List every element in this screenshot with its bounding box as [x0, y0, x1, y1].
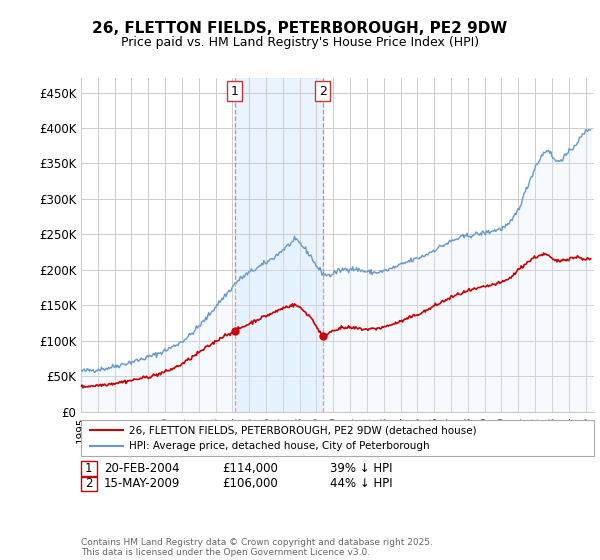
Text: 26, FLETTON FIELDS, PETERBOROUGH, PE2 9DW: 26, FLETTON FIELDS, PETERBOROUGH, PE2 9D…: [92, 21, 508, 36]
Text: 15-MAY-2009: 15-MAY-2009: [104, 477, 180, 491]
Text: HPI: Average price, detached house, City of Peterborough: HPI: Average price, detached house, City…: [129, 441, 430, 451]
Text: 2: 2: [85, 477, 92, 491]
Text: £114,000: £114,000: [222, 462, 278, 475]
Text: Contains HM Land Registry data © Crown copyright and database right 2025.
This d: Contains HM Land Registry data © Crown c…: [81, 538, 433, 557]
Text: 2: 2: [319, 85, 326, 97]
Text: Price paid vs. HM Land Registry's House Price Index (HPI): Price paid vs. HM Land Registry's House …: [121, 36, 479, 49]
Bar: [235, 78, 323, 412]
Text: 1: 1: [85, 462, 92, 475]
Text: £106,000: £106,000: [222, 477, 278, 491]
Text: 26, FLETTON FIELDS, PETERBOROUGH, PE2 9DW (detached house): 26, FLETTON FIELDS, PETERBOROUGH, PE2 9D…: [129, 425, 476, 435]
Text: 44% ↓ HPI: 44% ↓ HPI: [330, 477, 392, 491]
Text: 20-FEB-2004: 20-FEB-2004: [104, 462, 179, 475]
Text: 1: 1: [230, 85, 239, 97]
Text: 39% ↓ HPI: 39% ↓ HPI: [330, 462, 392, 475]
